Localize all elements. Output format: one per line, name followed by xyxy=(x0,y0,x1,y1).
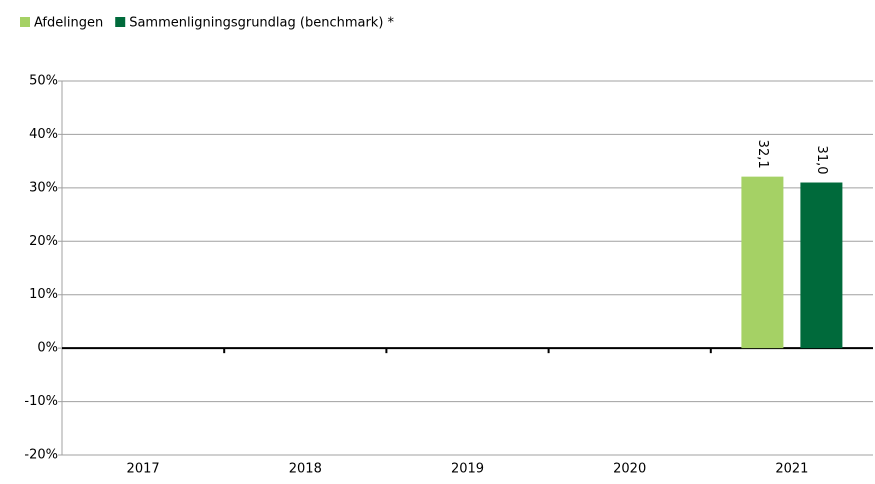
legend-label: Afdelingen xyxy=(34,16,103,31)
legend-swatch xyxy=(20,17,30,27)
x-tick-label: 2021 xyxy=(775,462,808,477)
x-tick-label: 2019 xyxy=(451,462,484,477)
y-tick-label: 40% xyxy=(29,127,58,142)
y-tick-label: 30% xyxy=(29,180,58,195)
legend-label: Sammenligningsgrundlag (benchmark) * xyxy=(129,16,394,31)
y-tick-label: 10% xyxy=(29,287,58,302)
y-tick-label: -10% xyxy=(24,394,58,409)
y-tick-label: 50% xyxy=(29,74,58,89)
y-tick-label: -20% xyxy=(24,448,58,463)
bar xyxy=(800,182,843,349)
value-label: 32,1 xyxy=(755,140,770,169)
x-tick-label: 2018 xyxy=(289,462,322,477)
x-tick-label: 2017 xyxy=(127,462,160,477)
y-tick-label: 20% xyxy=(29,234,58,249)
y-tick-label: 0% xyxy=(37,341,58,356)
bar xyxy=(741,176,784,349)
x-tick-label: 2020 xyxy=(613,462,646,477)
legend-swatch xyxy=(115,17,126,27)
value-label: 31,0 xyxy=(814,146,829,175)
